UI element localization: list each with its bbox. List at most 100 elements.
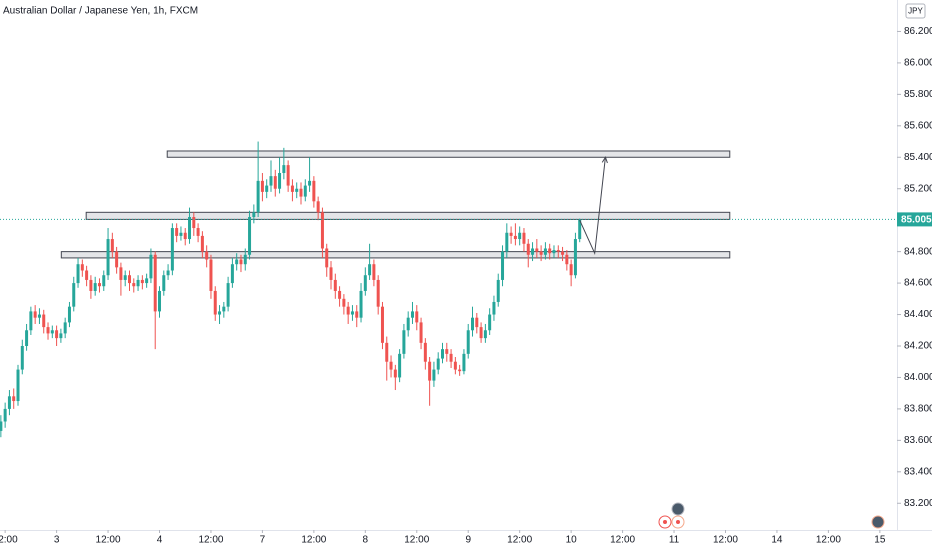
candle-body bbox=[243, 254, 247, 265]
candle-body bbox=[278, 172, 282, 189]
x-tick-label: 12:00 bbox=[0, 535, 18, 546]
candle-body bbox=[282, 165, 286, 173]
candle-body bbox=[483, 330, 487, 339]
candle-body bbox=[20, 345, 24, 370]
candle-body bbox=[398, 353, 402, 378]
y-tick-label: 86.000 bbox=[904, 58, 932, 69]
candle-body bbox=[145, 278, 149, 284]
candle-body bbox=[50, 330, 54, 334]
candle-body bbox=[299, 188, 303, 197]
candle-body bbox=[316, 201, 320, 213]
y-tick-label: 84.800 bbox=[904, 246, 932, 257]
x-tick-label: 12:00 bbox=[301, 535, 326, 546]
candle-body bbox=[123, 275, 127, 280]
candle-body bbox=[162, 275, 166, 291]
last-price-box bbox=[897, 212, 932, 227]
candle-body bbox=[102, 275, 106, 287]
candle-body bbox=[59, 333, 63, 339]
candle-body bbox=[16, 369, 20, 402]
candle-body bbox=[573, 239, 577, 276]
candle-body bbox=[175, 228, 179, 236]
event-dot bbox=[663, 520, 667, 524]
candle-body bbox=[166, 270, 170, 276]
candle-body bbox=[449, 353, 453, 362]
candle-body bbox=[505, 232, 509, 252]
event-icon[interactable] bbox=[871, 515, 885, 529]
candle-body bbox=[42, 314, 46, 328]
candle-body bbox=[295, 188, 299, 192]
candle-body bbox=[93, 283, 97, 291]
y-tick-label: 83.200 bbox=[904, 498, 932, 509]
candle-body bbox=[376, 279, 380, 307]
event-icons bbox=[658, 502, 885, 529]
candle-body bbox=[518, 232, 522, 240]
candle-body bbox=[338, 290, 342, 299]
candle-body bbox=[509, 232, 513, 236]
candle-body bbox=[548, 248, 552, 254]
candle-body bbox=[556, 250, 560, 252]
x-tick-label: 4 bbox=[157, 535, 163, 546]
candle-body bbox=[119, 267, 123, 280]
candle-body bbox=[222, 306, 226, 312]
candle-body bbox=[552, 250, 556, 254]
x-tick-label: 10 bbox=[566, 535, 578, 546]
candle-body bbox=[188, 217, 192, 240]
candle-body bbox=[458, 369, 462, 372]
candle-body bbox=[312, 180, 316, 202]
event-dot bbox=[676, 520, 680, 524]
candle-body bbox=[428, 361, 432, 381]
candle-body bbox=[290, 185, 294, 192]
candle-body bbox=[363, 275, 367, 291]
candle-body bbox=[235, 259, 239, 265]
candle-body bbox=[479, 327, 483, 339]
candle-body bbox=[565, 254, 569, 265]
y-tick-label: 85.200 bbox=[904, 183, 932, 194]
x-tick-label: 7 bbox=[260, 535, 266, 546]
candle-body bbox=[526, 243, 530, 255]
candle-body bbox=[492, 301, 496, 315]
x-tick-label: 15 bbox=[874, 535, 886, 546]
projection-arrow bbox=[579, 157, 606, 256]
candle-body bbox=[423, 342, 427, 362]
candle-body bbox=[153, 254, 157, 312]
y-tick-label: 85.400 bbox=[904, 152, 932, 163]
x-tick-label: 9 bbox=[465, 535, 471, 546]
y-tick-label: 85.600 bbox=[904, 120, 932, 131]
y-tick-label: 83.800 bbox=[904, 404, 932, 415]
candle-body bbox=[106, 239, 110, 276]
candle-body bbox=[179, 232, 183, 236]
candle-body bbox=[380, 306, 384, 343]
candle-body bbox=[63, 322, 67, 334]
candle-body bbox=[140, 279, 144, 284]
currency-label[interactable]: JPY bbox=[908, 7, 923, 16]
candle-body bbox=[252, 212, 256, 218]
x-tick-label: 12:00 bbox=[507, 535, 532, 546]
candle-body bbox=[3, 408, 7, 422]
x-tick-label: 11 bbox=[669, 535, 680, 546]
candle-body bbox=[578, 219, 582, 240]
plot-area bbox=[0, 141, 731, 438]
candle-body bbox=[488, 314, 492, 331]
candle-body bbox=[522, 232, 526, 244]
candle-body bbox=[230, 264, 234, 284]
candle-body bbox=[46, 327, 50, 334]
candle-body bbox=[89, 279, 93, 291]
candle-body bbox=[359, 290, 363, 318]
candle-body bbox=[127, 275, 131, 284]
candle-body bbox=[149, 254, 153, 279]
candle-body bbox=[192, 217, 196, 229]
candle-body bbox=[462, 353, 466, 372]
candle-body bbox=[85, 270, 89, 280]
candle-body bbox=[406, 317, 410, 331]
x-tick-label: 12:00 bbox=[713, 535, 738, 546]
event-icon[interactable] bbox=[671, 502, 685, 516]
y-tick-label: 84.200 bbox=[904, 341, 932, 352]
candle-body bbox=[350, 311, 354, 315]
candle-body bbox=[496, 279, 500, 302]
candle-body bbox=[196, 228, 200, 236]
currency-box[interactable] bbox=[905, 3, 926, 19]
candle-body bbox=[25, 330, 29, 346]
candle-body bbox=[205, 251, 209, 260]
